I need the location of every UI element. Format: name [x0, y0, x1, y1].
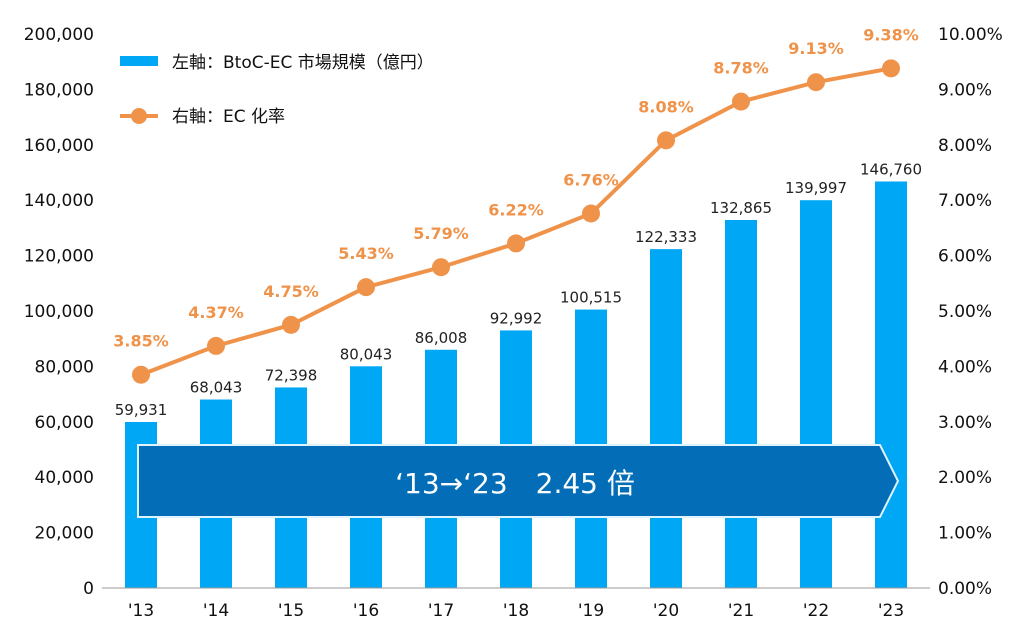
- ec-rate-label: 6.22%: [488, 200, 544, 219]
- bar-label: 72,398: [265, 366, 318, 384]
- bar: [725, 219, 757, 589]
- right-tick-label: 1.00%: [938, 524, 992, 544]
- ec-rate-label: 3.85%: [113, 332, 169, 351]
- ec-rate-label: 6.76%: [563, 170, 619, 189]
- right-tick-label: 6.00%: [938, 247, 992, 267]
- left-tick-label: 140,000: [24, 191, 94, 211]
- bar-label: 92,992: [490, 309, 543, 327]
- right-tick-label: 7.00%: [938, 191, 992, 211]
- x-tick-label: '13: [128, 601, 154, 621]
- growth-annotation: ‘13→‘23 2.45 倍: [137, 444, 900, 518]
- ec-rate-point: [732, 92, 750, 111]
- ec-rate-label: 4.75%: [263, 282, 319, 301]
- right-tick-label: 2.00%: [938, 468, 992, 488]
- x-tick-label: '22: [803, 601, 829, 621]
- bar: [650, 249, 682, 589]
- left-tick-label: 60,000: [35, 413, 94, 433]
- left-tick-label: 0: [83, 579, 94, 599]
- right-tick-label: 10.00%: [938, 25, 1003, 45]
- ec-rate-point: [357, 278, 375, 297]
- ec-rate-label: 5.43%: [338, 244, 394, 263]
- bar-label: 139,997: [785, 179, 847, 197]
- ec-rate-point: [657, 131, 675, 150]
- ec-rate-label: 9.38%: [863, 25, 919, 44]
- x-tick-label: '16: [353, 601, 379, 621]
- ec-rate-label: 9.13%: [788, 39, 844, 58]
- growth-arrow: [137, 444, 900, 518]
- bar: [875, 181, 907, 588]
- left-tick-label: 20,000: [35, 524, 94, 544]
- legend-bar-swatch: [120, 56, 158, 66]
- bar-label: 59,931: [115, 401, 168, 419]
- ec-rate-point: [882, 59, 900, 78]
- x-tick-label: '18: [503, 601, 529, 621]
- growth-annotation-text: ‘13→‘23 2.45 倍: [395, 467, 635, 500]
- bar-label: 100,515: [560, 289, 622, 307]
- right-tick-label: 3.00%: [938, 413, 992, 433]
- bar-label: 86,008: [415, 329, 468, 347]
- ec-rate-point: [207, 336, 225, 355]
- ec-rate-label: 5.79%: [413, 224, 469, 243]
- bar: [800, 200, 832, 588]
- x-tick-label: '19: [578, 601, 604, 621]
- x-tick-label: '20: [653, 601, 679, 621]
- right-tick-label: 0.00%: [938, 579, 992, 599]
- legend-line-label: 右軸：EC 化率: [172, 107, 285, 127]
- ec-rate-point: [132, 365, 150, 384]
- legend: 左軸：BtoC-EC 市場規模（億円） 右軸：EC 化率: [120, 53, 434, 127]
- left-tick-label: 40,000: [35, 468, 94, 488]
- left-tick-label: 160,000: [24, 136, 94, 156]
- x-tick-label: '14: [203, 601, 229, 621]
- ec-rate-point: [807, 73, 825, 92]
- right-tick-label: 9.00%: [938, 80, 992, 100]
- right-tick-label: 4.00%: [938, 357, 992, 377]
- ec-rate-point: [282, 315, 300, 334]
- right-tick-label: 5.00%: [938, 302, 992, 322]
- right-tick-label: 8.00%: [938, 136, 992, 156]
- x-tick-label: '21: [728, 601, 754, 621]
- bar-label: 80,043: [340, 345, 393, 363]
- legend-bar-label: 左軸：BtoC-EC 市場規模（億円）: [172, 53, 434, 73]
- x-tick-label: '17: [428, 601, 454, 621]
- bar-label: 146,760: [860, 160, 922, 178]
- left-tick-label: 100,000: [24, 302, 94, 322]
- left-tick-label: 180,000: [24, 80, 94, 100]
- legend-line-marker: [131, 108, 147, 124]
- ec-rate-label: 8.08%: [638, 97, 694, 116]
- ec-rate-point: [507, 234, 525, 253]
- left-tick-label: 120,000: [24, 247, 94, 267]
- ec-rate-label: 8.78%: [713, 59, 769, 78]
- bar-label: 122,333: [635, 228, 697, 246]
- ec-rate-point: [432, 258, 450, 277]
- x-tick-label: '15: [278, 601, 304, 621]
- bar-label: 68,043: [190, 379, 243, 397]
- bar-label: 132,865: [710, 199, 772, 217]
- x-tick-label: '23: [878, 601, 904, 621]
- ec-rate-label: 4.37%: [188, 303, 244, 322]
- left-tick-label: 200,000: [24, 25, 94, 45]
- ec-rate-point: [582, 204, 600, 223]
- left-tick-label: 80,000: [35, 357, 94, 377]
